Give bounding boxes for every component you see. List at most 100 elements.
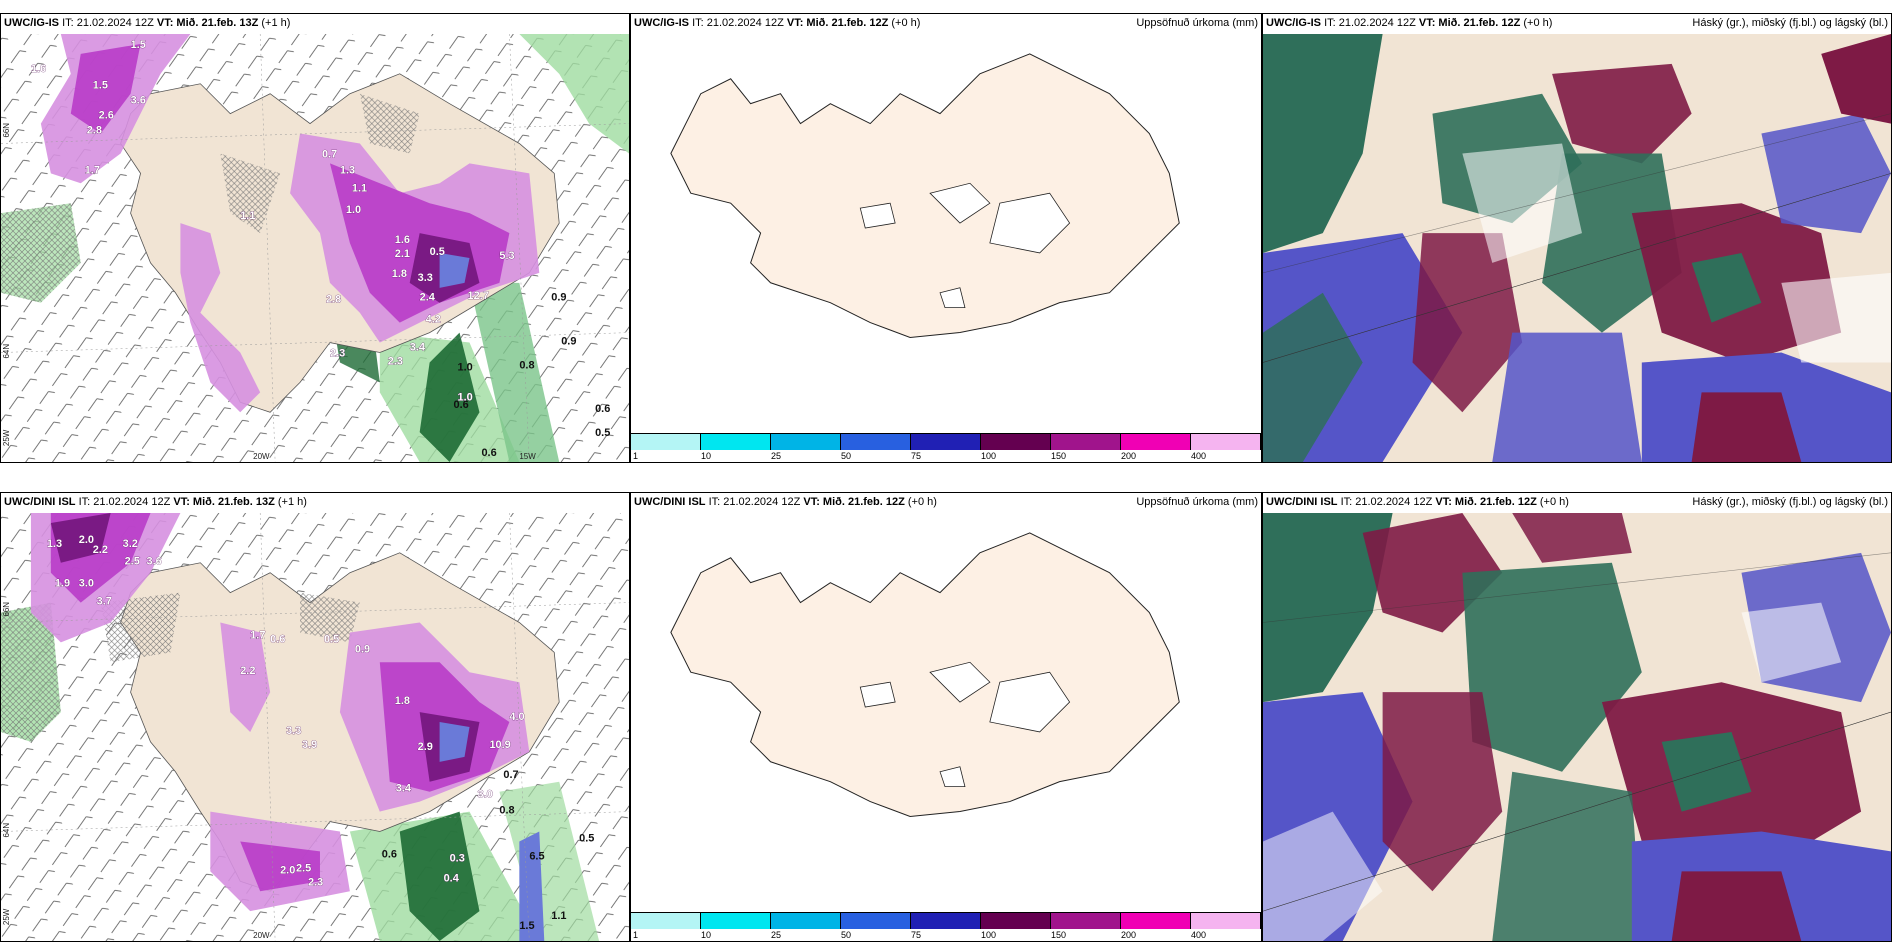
precip-value: 2.1 bbox=[395, 248, 410, 260]
colorbar-tick: 50 bbox=[841, 930, 852, 940]
precip-value: 10.9 bbox=[489, 739, 510, 751]
panel-header: UWC/IG-IS IT: 21.02.2024 12Z VT: Mið. 21… bbox=[631, 14, 1261, 33]
clouds-map-svg bbox=[1263, 34, 1891, 462]
colorbar-tick: 1 bbox=[633, 451, 639, 461]
precip-value: 1.9 bbox=[55, 578, 70, 590]
panel-clouds-igis: UWC/IG-IS IT: 21.02.2024 12Z VT: Mið. 21… bbox=[1262, 13, 1892, 463]
colorbar-swatch bbox=[981, 913, 1051, 929]
colorbar-tick: 100 bbox=[981, 451, 997, 461]
colorbar-tick: 75 bbox=[911, 930, 922, 940]
precip-value: 0.5 bbox=[430, 246, 445, 258]
precip-value: 3.6 bbox=[147, 556, 162, 568]
field-title: Uppsöfnuð úrkoma (mm) bbox=[1136, 496, 1258, 508]
colorbar-tick: 10 bbox=[701, 930, 712, 940]
colorbar: 1 10 25 50 75 100 150 200 400 bbox=[631, 433, 1261, 462]
precip-value: 1.3 bbox=[47, 538, 62, 550]
precip-value: 1.3 bbox=[340, 164, 355, 176]
colorbar-tick: 100 bbox=[981, 930, 997, 940]
precip-value: 3.4 bbox=[410, 342, 426, 354]
precip-value: 3.0 bbox=[79, 578, 94, 590]
lead-time: (+0 h) bbox=[1539, 496, 1569, 508]
accum-map-svg bbox=[631, 513, 1261, 913]
precip-value: 0.8 bbox=[499, 805, 514, 817]
init-time: IT: 21.02.2024 12Z bbox=[692, 17, 784, 29]
colorbar-tick: 75 bbox=[911, 451, 922, 461]
colorbar-swatch bbox=[631, 434, 701, 450]
accum-map-svg bbox=[631, 34, 1261, 434]
colorbar-swatch bbox=[841, 434, 911, 450]
colorbar-swatch bbox=[701, 434, 771, 450]
precip-value: 1.5 bbox=[519, 920, 534, 932]
iceland-outline bbox=[670, 53, 1180, 338]
precip-value: 0.4 bbox=[444, 872, 460, 884]
valid-time: VT: Mið. 21.feb. 13Z bbox=[156, 17, 259, 29]
colorbar-ticks: 1 10 25 50 75 100 150 200 400 bbox=[631, 450, 1261, 462]
precip-value: 2.3 bbox=[308, 876, 323, 888]
precip-value: 3.3 bbox=[286, 725, 301, 737]
lat-label: 64N bbox=[2, 823, 11, 838]
valid-time: VT: Mið. 21.feb. 13Z bbox=[173, 496, 275, 508]
precip-value: 2.8 bbox=[326, 294, 341, 306]
field-title: Háský (gr.), miðský (fj.bl.) og lágský (… bbox=[1692, 17, 1888, 29]
accum-map bbox=[631, 34, 1261, 434]
model-name: UWC/IG-IS bbox=[4, 17, 59, 29]
precip-value: 3.3 bbox=[418, 272, 433, 284]
lead-time: (+0 h) bbox=[907, 496, 937, 508]
precip-value: 3.9 bbox=[302, 739, 317, 751]
panel-accum-dini: UWC/DINI ISL IT: 21.02.2024 12Z VT: Mið.… bbox=[630, 492, 1262, 942]
colorbar-tick: 200 bbox=[1121, 451, 1137, 461]
colorbar-swatches bbox=[631, 434, 1261, 450]
precip-value: 2.4 bbox=[420, 292, 436, 304]
precip-value: 1.8 bbox=[395, 695, 410, 707]
iceland-outline bbox=[670, 532, 1180, 817]
colorbar-tick: 1 bbox=[633, 930, 639, 940]
colorbar-tick: 400 bbox=[1191, 930, 1207, 940]
init-time: IT: 21.02.2024 12Z bbox=[78, 496, 171, 508]
precip-value: 0.7 bbox=[503, 769, 518, 781]
precip-value: 1.1 bbox=[352, 182, 367, 194]
precip-value: 3.6 bbox=[131, 95, 146, 107]
field-title: Háský (gr.), miðský (fj.bl.) og lágský (… bbox=[1692, 496, 1888, 508]
precip-value: 1.5 bbox=[131, 39, 146, 51]
panel-header: UWC/IG-IS IT: 21.02.2024 12Z VT: Mið. 21… bbox=[1263, 14, 1891, 33]
valid-time: VT: Mið. 21.feb. 12Z bbox=[786, 17, 889, 29]
model-name: UWC/IG-IS bbox=[1266, 17, 1321, 29]
lon-label: 25W bbox=[2, 429, 11, 446]
field-title: Uppsöfnuð úrkoma (mm) bbox=[1136, 17, 1258, 29]
lead-time: (+1 h) bbox=[261, 17, 291, 29]
precip-value: 2.5 bbox=[125, 556, 140, 568]
precip-value: 1.0 bbox=[458, 391, 473, 403]
colorbar-tick: 25 bbox=[771, 930, 782, 940]
colorbar-swatch bbox=[911, 913, 981, 929]
colorbar-swatch bbox=[1191, 434, 1261, 450]
precip-value: 1.0 bbox=[458, 361, 473, 373]
valid-time: VT: Mið. 21.feb. 12Z bbox=[1418, 17, 1521, 29]
precip-value: 0.5 bbox=[579, 832, 594, 844]
lat-label: 66N bbox=[2, 123, 11, 138]
colorbar-swatch bbox=[1051, 434, 1121, 450]
precip-value: 0.3 bbox=[450, 852, 465, 864]
colorbar-tick: 200 bbox=[1121, 930, 1137, 940]
panel-header: UWC/DINI ISL IT: 21.02.2024 12Z VT: Mið.… bbox=[1, 493, 629, 512]
accum-map bbox=[631, 513, 1261, 913]
precip-value: 1.1 bbox=[551, 910, 566, 922]
precip-value: 2.9 bbox=[418, 741, 433, 753]
precip-value: 1.6 bbox=[31, 63, 46, 75]
colorbar-swatch bbox=[1191, 913, 1261, 929]
precip-value: 1.5 bbox=[93, 80, 108, 92]
precip-value: 0.6 bbox=[382, 848, 397, 860]
precip-value: 1.8 bbox=[392, 268, 407, 280]
lead-time: (+0 h) bbox=[891, 17, 921, 29]
precip-value: 0.9 bbox=[551, 292, 566, 304]
model-name: UWC/DINI ISL bbox=[634, 496, 706, 508]
colorbar-swatch bbox=[771, 913, 841, 929]
precip-value: 2.3 bbox=[330, 347, 345, 359]
precip-map: 1.3 2.0 2.2 3.2 2.5 3.6 1.9 3.0 3.7 2.2 … bbox=[1, 513, 629, 941]
precip-value: 3.4 bbox=[396, 783, 412, 795]
panel-header: UWC/DINI ISL IT: 21.02.2024 12Z VT: Mið.… bbox=[1263, 493, 1891, 512]
colorbar-swatch bbox=[981, 434, 1051, 450]
colorbar-tick: 150 bbox=[1051, 451, 1067, 461]
precip-value: 1.7 bbox=[85, 164, 100, 176]
valid-time: VT: Mið. 21.feb. 12Z bbox=[1435, 496, 1537, 508]
colorbar-ticks: 1 10 25 50 75 100 150 200 400 bbox=[631, 929, 1261, 941]
